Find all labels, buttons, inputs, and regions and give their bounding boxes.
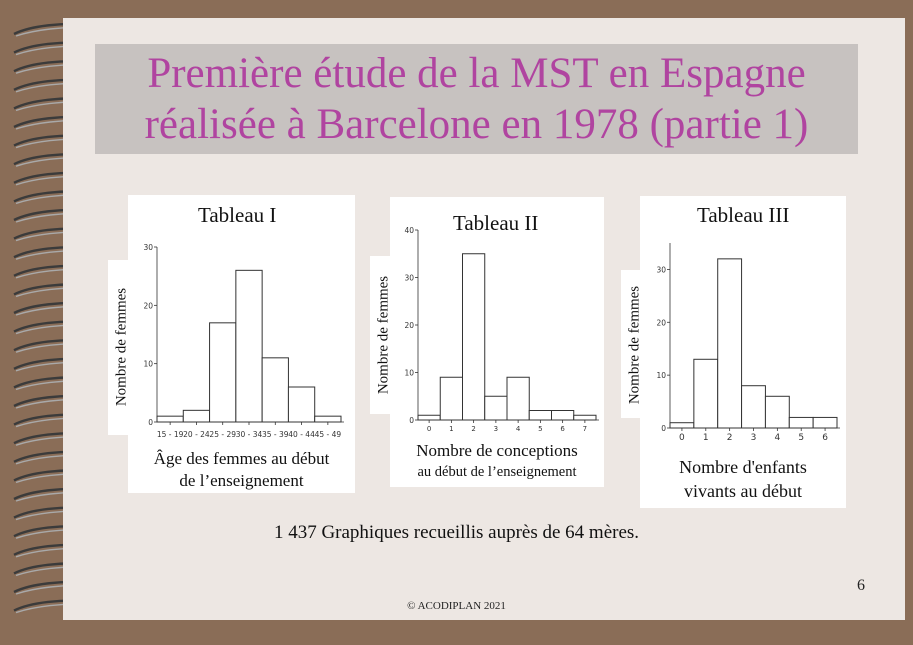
chart-2-x-tick-label: 6 [560, 425, 565, 433]
copyright-notice: © ACODIPLAN 2021 [407, 600, 506, 612]
chart-3-bar [764, 395, 790, 429]
chart-3-bar [693, 358, 719, 429]
chart-card-3 [640, 196, 846, 508]
chart-3-xlabel-line1: Nombre d'enfants [679, 457, 807, 477]
chart-3-bar [717, 258, 743, 429]
chart-3-bar [788, 416, 814, 429]
chart-2-y-tick-label: 20 [404, 321, 414, 330]
page-number: 6 [857, 577, 865, 594]
chart-2-xlabel-line2: au début de l’enseignement [417, 464, 577, 480]
slide-caption: 1 437 Graphiques recueillis auprès de 64… [273, 522, 640, 543]
chart-3-x-tick-label: 6 [822, 433, 828, 443]
title-line-1: Première étude de la MST en Espagne [147, 50, 806, 97]
chart-1-xlabel: Âge des femmes au début de l’enseignemen… [128, 448, 355, 492]
chart-2-x-tick-label: 3 [494, 425, 498, 433]
chart-2-x-tick-label: 5 [538, 425, 542, 433]
chart-3-bar [812, 416, 838, 429]
chart-2-x-tick-label: 2 [471, 425, 475, 433]
chart-1-y-tick-label: 10 [143, 360, 153, 369]
chart-1-x-tick-label: 40 - 44 [288, 430, 315, 439]
chart-3-x-tick-label: 2 [727, 433, 733, 443]
chart-3-x-tick-label: 3 [751, 433, 757, 443]
chart-1-xlabel-line1: Âge des femmes au début [153, 449, 330, 468]
chart-2-x-tick-label: 1 [449, 425, 453, 433]
chart-2-x-tick-label: 0 [427, 425, 431, 433]
chart-2-xlabel: Nombre de conceptions au début de l’ense… [390, 440, 604, 482]
chart-3-xlabel-line2: vivants au début [684, 481, 802, 501]
chart-1-y-tick-label: 30 [143, 243, 153, 252]
chart-3-y-tick-label: 10 [656, 371, 666, 380]
chart-3-title: Tableau III [697, 203, 790, 227]
chart-1-x-tick-label: 15 - 19 [157, 430, 184, 439]
chart-3-y-tick-label: 20 [656, 318, 666, 327]
ylabel-card-2 [370, 256, 396, 414]
chart-3-y-tick-label: 30 [656, 265, 666, 274]
chart-3-x-tick-label: 4 [774, 433, 780, 443]
chart-3-xlabel: Nombre d'enfants vivants au début [640, 455, 846, 503]
chart-3-x-tick-label: 1 [703, 433, 709, 443]
chart-1-x-tick-label: 20 - 24 [183, 430, 210, 439]
chart-2-y-tick-label: 40 [404, 226, 414, 235]
chart-1-x-tick-label: 25 - 29 [209, 430, 236, 439]
chart-2-y-tick-label: 30 [404, 274, 414, 283]
chart-3-x-tick-label: 5 [798, 433, 804, 443]
chart-2-y-tick-label: 10 [404, 369, 414, 378]
chart-1-xlabel-line2: de l’enseignement [179, 471, 304, 490]
chart-1-x-tick-label: 30 - 34 [236, 430, 263, 439]
chart-2-xlabel-line1: Nombre de conceptions [416, 441, 578, 460]
chart-2-y-tick-label: 0 [409, 416, 414, 425]
chart-2-x-tick-label: 7 [583, 425, 587, 433]
ylabel-card-1 [108, 260, 134, 435]
chart-1-y-tick-label: 20 [143, 301, 153, 310]
chart-3-bar [669, 422, 695, 429]
chart-card-2 [390, 197, 604, 487]
chart-1-bar [209, 322, 237, 423]
chart-1-x-tick-label: 45 - 49 [315, 430, 342, 439]
chart-2-title: Tableau II [453, 211, 539, 235]
chart-3-x-tick-label: 0 [679, 433, 685, 443]
chart-3-bar [741, 385, 766, 429]
chart-2-x-tick-label: 4 [516, 425, 521, 433]
chart-1-bar [261, 357, 289, 423]
title-banner [95, 44, 858, 154]
chart-1-y-tick-label: 0 [148, 418, 153, 427]
title-line-2: réalisée à Barcelone en 1978 (partie 1) [144, 101, 809, 148]
slide-title: Première étude de la MST en Espagne réal… [95, 48, 858, 150]
chart-3-y-tick-label: 0 [661, 424, 666, 433]
ylabel-card-3 [621, 270, 647, 418]
chart-1-x-tick-label: 35 - 39 [262, 430, 289, 439]
chart-1-title: Tableau I [198, 203, 277, 227]
